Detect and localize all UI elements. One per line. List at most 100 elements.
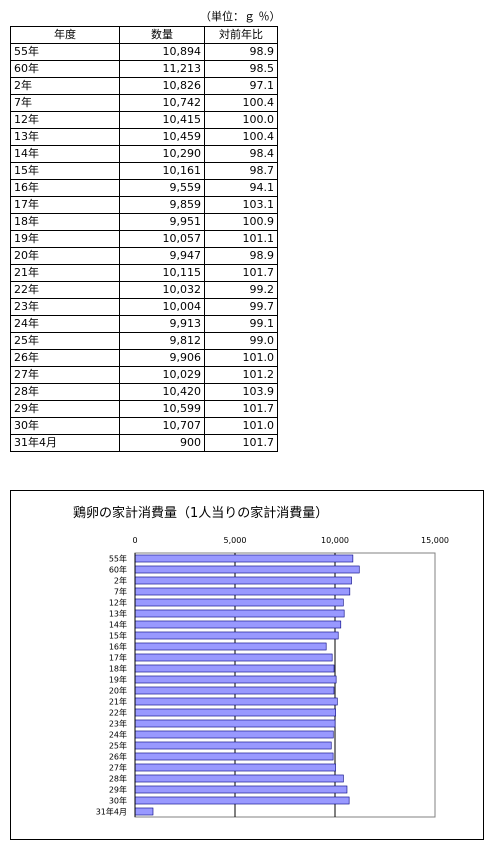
ratio-cell: 99.2 (204, 281, 278, 299)
year-cell: 7年 (10, 94, 120, 112)
category-label: 16年 (109, 642, 127, 652)
chart-title: 鶏卵の家計消費量（1人当りの家計消費量） (73, 505, 328, 521)
bar (134, 697, 338, 706)
table-row: 55年 10,894 98.9 (10, 43, 278, 61)
bar (134, 565, 360, 574)
category-label: 18年 (109, 664, 127, 674)
ratio-cell: 98.7 (204, 162, 278, 180)
category-label: 12年 (109, 598, 127, 608)
quantity-cell: 10,707 (119, 417, 205, 435)
quantity-cell: 10,826 (119, 77, 205, 95)
ratio-cell: 98.5 (204, 60, 278, 78)
table-row: 29年 10,599 101.7 (10, 400, 278, 418)
year-cell: 14年 (10, 145, 120, 163)
ratio-cell: 103.1 (204, 196, 278, 214)
ratio-cell: 101.0 (204, 417, 278, 435)
ratio-cell: 99.0 (204, 332, 278, 350)
table-row: 30年 10,707 101.0 (10, 417, 278, 435)
table-row: 60年 11,213 98.5 (10, 60, 278, 78)
bar (134, 719, 336, 728)
bar (134, 675, 337, 684)
ratio-cell: 103.9 (204, 383, 278, 401)
quantity-cell: 10,290 (119, 145, 205, 163)
quantity-cell: 9,812 (119, 332, 205, 350)
quantity-cell: 10,599 (119, 400, 205, 418)
bar (134, 708, 336, 717)
year-cell: 25年 (10, 332, 120, 350)
category-label: 24年 (109, 730, 127, 740)
quantity-cell: 9,859 (119, 196, 205, 214)
year-cell: 21年 (10, 264, 120, 282)
bar (134, 741, 332, 750)
bar (134, 774, 344, 783)
table-row: 21年 10,115 101.7 (10, 264, 278, 282)
bar-chart: 鶏卵の家計消費量（1人当りの家計消費量） 0 5,000 10,000 15,000 5… (73, 505, 449, 818)
category-label: 60年 (109, 565, 127, 575)
table-row: 26年 9,906 101.0 (10, 349, 278, 367)
quantity-cell: 900 (119, 434, 205, 452)
category-label: 26年 (109, 752, 127, 762)
x-tick-label: 5,000 (224, 536, 247, 545)
bar (134, 598, 344, 607)
year-cell: 2年 (10, 77, 120, 95)
category-label: 21年 (109, 697, 127, 707)
category-label: 25年 (109, 741, 127, 751)
quantity-cell: 10,420 (119, 383, 205, 401)
bar (134, 664, 335, 673)
quantity-cell: 10,115 (119, 264, 205, 282)
year-cell: 19年 (10, 230, 120, 248)
ratio-cell: 101.0 (204, 349, 278, 367)
table-body: 55年 10,894 98.9 60年 11,213 98.5 2年 10,826 97.1 7年… (10, 43, 278, 452)
table-row: 18年 9,951 100.9 (10, 213, 278, 231)
table-row: 13年 10,459 100.4 (10, 128, 278, 146)
ratio-cell: 101.7 (204, 264, 278, 282)
ratio-cell: 101.2 (204, 366, 278, 384)
table-row: 20年 9,947 98.9 (10, 247, 278, 265)
table-row: 12年 10,415 100.0 (10, 111, 278, 129)
category-label: 23年 (109, 719, 127, 729)
year-cell: 13年 (10, 128, 120, 146)
category-label: 22年 (109, 708, 127, 718)
table-row: 19年 10,057 101.1 (10, 230, 278, 248)
quantity-cell: 10,004 (119, 298, 205, 316)
bar (134, 686, 335, 695)
ratio-cell: 100.0 (204, 111, 278, 129)
ratio-cell: 100.4 (204, 128, 278, 146)
year-cell: 20年 (10, 247, 120, 265)
quantity-cell: 10,415 (119, 111, 205, 129)
quantity-cell: 9,906 (119, 349, 205, 367)
data-table-container: 年度 数量 対前年比 55年 10,894 98.9 60年 11,213 98.5 2年 1… (10, 26, 278, 452)
bar (134, 730, 334, 739)
year-cell: 24年 (10, 315, 120, 333)
bar (134, 576, 352, 585)
bar (134, 763, 336, 772)
quantity-cell: 10,029 (119, 366, 205, 384)
chart-area: 鶏卵の家計消費量（1人当りの家計消費量） 0 5,000 10,000 15,000 5… (10, 490, 484, 840)
table-row: 16年 9,559 94.1 (10, 179, 278, 197)
quantity-cell: 10,894 (119, 43, 205, 61)
bar (134, 642, 327, 651)
quantity-cell: 9,559 (119, 179, 205, 197)
year-cell: 60年 (10, 60, 120, 78)
year-cell: 30年 (10, 417, 120, 435)
ratio-cell: 99.1 (204, 315, 278, 333)
bar (134, 554, 354, 563)
table-row: 24年 9,913 99.1 (10, 315, 278, 333)
quantity-cell: 10,032 (119, 281, 205, 299)
year-cell: 12年 (10, 111, 120, 129)
year-cell: 55年 (10, 43, 120, 61)
year-cell: 22年 (10, 281, 120, 299)
category-label: 13年 (109, 609, 127, 619)
table-header-row: 年度 数量 対前年比 (10, 26, 278, 44)
bar (134, 609, 345, 618)
category-label: 29年 (109, 785, 127, 795)
category-label: 28年 (109, 774, 127, 784)
table-row: 14年 10,290 98.4 (10, 145, 278, 163)
category-label: 2年 (114, 576, 127, 586)
ratio-cell: 98.4 (204, 145, 278, 163)
category-label: 7年 (114, 587, 127, 597)
header-year: 年度 (10, 26, 120, 44)
ratio-cell: 100.4 (204, 94, 278, 112)
table-row: 15年 10,161 98.7 (10, 162, 278, 180)
category-label: 31年4月 (96, 807, 127, 817)
